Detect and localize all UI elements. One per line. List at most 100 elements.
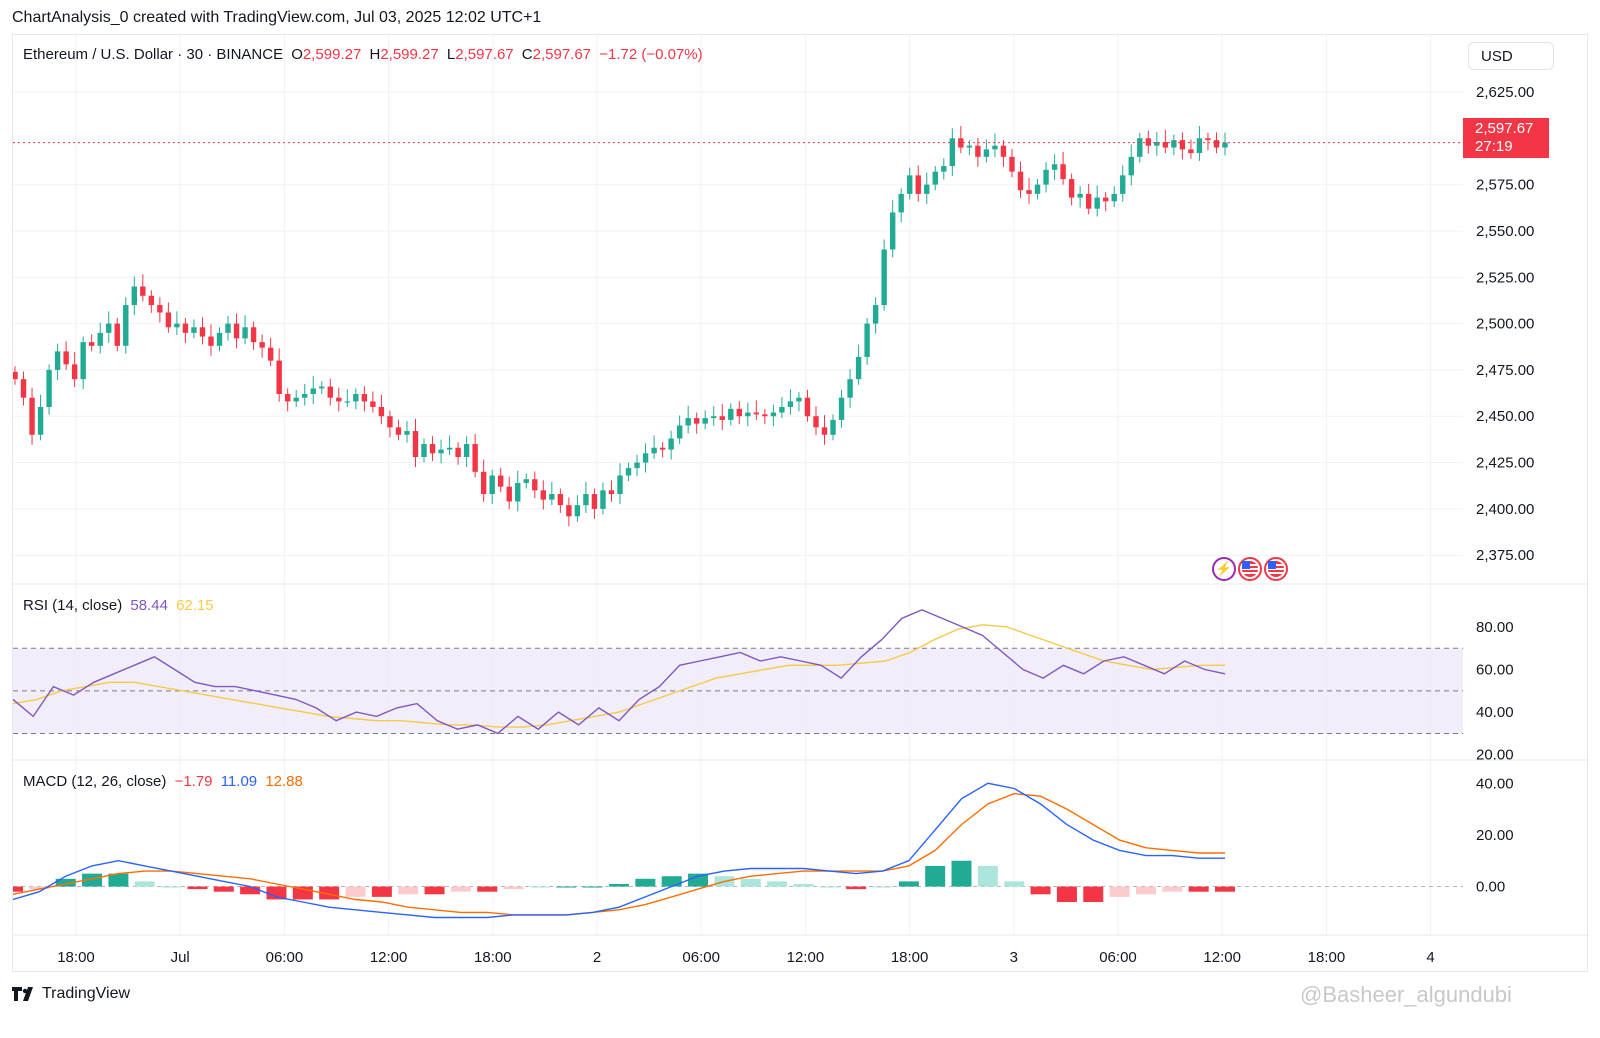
candle-body[interactable] [480, 471, 487, 495]
candle-body[interactable] [395, 427, 402, 435]
candle-body[interactable] [114, 323, 120, 346]
candle-body[interactable] [566, 505, 572, 517]
candle-body[interactable] [216, 332, 223, 346]
candle-body[interactable] [1034, 184, 1041, 194]
candle-body[interactable] [523, 479, 529, 483]
chart-canvas[interactable]: 18:00 Jul 06:00 12:00 18:00 2 06:00 12:00 18:00 3… [13, 35, 1589, 973]
candle-body[interactable] [80, 342, 86, 380]
candle-body[interactable] [941, 166, 947, 172]
us-flag-event-icon[interactable] [1238, 557, 1262, 581]
candle-body[interactable] [250, 327, 257, 343]
candle-body[interactable] [242, 327, 248, 339]
candle-body[interactable] [29, 397, 35, 435]
currency-button[interactable]: USD [1468, 42, 1554, 70]
candle-body[interactable] [1188, 149, 1194, 154]
candle-body[interactable] [693, 418, 700, 424]
candle-body[interactable] [617, 475, 623, 495]
candle-body[interactable] [1171, 140, 1177, 148]
candle-body[interactable] [1068, 179, 1075, 198]
candle-body[interactable] [1128, 156, 1134, 176]
candle-body[interactable] [907, 175, 913, 194]
candle-body[interactable] [1205, 138, 1211, 141]
candle-body[interactable] [1043, 169, 1049, 185]
candle-body[interactable] [932, 171, 938, 185]
candle-body[interactable] [1137, 138, 1143, 157]
lightning-event-icon[interactable]: ⚡ [1212, 557, 1236, 581]
candle-body[interactable] [958, 138, 964, 148]
candle-body[interactable] [259, 342, 265, 348]
candle-body[interactable] [872, 305, 879, 324]
candle-body[interactable] [1000, 145, 1007, 157]
candle-body[interactable] [557, 494, 564, 506]
candle-body[interactable] [233, 323, 240, 339]
candle-body[interactable] [992, 145, 998, 150]
candle-body[interactable] [1120, 175, 1126, 194]
candle-body[interactable] [983, 149, 990, 157]
candle-body[interactable] [847, 379, 853, 398]
candle-body[interactable] [1009, 156, 1015, 172]
candle-body[interactable] [191, 327, 197, 333]
candle-body[interactable] [1051, 164, 1058, 170]
candle-body[interactable] [676, 425, 683, 439]
candle-body[interactable] [123, 305, 129, 346]
candle-body[interactable] [924, 184, 930, 194]
candle-body[interactable] [63, 351, 69, 365]
candle-body[interactable] [1085, 193, 1092, 209]
candle-body[interactable] [208, 336, 214, 346]
candle-body[interactable] [745, 412, 751, 417]
candle-body[interactable] [515, 482, 521, 502]
candle-body[interactable] [1077, 193, 1083, 198]
candle-body[interactable] [97, 332, 103, 346]
candle-body[interactable] [787, 401, 794, 407]
symbol-name[interactable]: Ethereum / U.S. Dollar · 30 · BINANCE [23, 46, 284, 63]
candle-body[interactable] [157, 305, 163, 313]
candle-body[interactable] [838, 397, 845, 420]
candle-body[interactable] [336, 397, 342, 402]
candle-body[interactable] [276, 360, 282, 394]
candle-body[interactable] [625, 468, 632, 476]
candle-body[interactable] [378, 406, 385, 417]
candle-body[interactable] [1162, 142, 1169, 148]
candle-body[interactable] [463, 444, 470, 457]
candle-body[interactable] [1196, 138, 1203, 154]
candle-body[interactable] [310, 388, 316, 394]
candle-body[interactable] [13, 371, 18, 380]
candle-body[interactable] [165, 312, 172, 328]
candle-body[interactable] [429, 444, 436, 454]
candle-body[interactable] [532, 479, 538, 491]
candle-body[interactable] [1060, 164, 1066, 180]
candle-body[interactable] [446, 447, 453, 450]
candle-body[interactable] [327, 386, 333, 398]
candle-body[interactable] [668, 438, 674, 450]
candle-body[interactable] [71, 364, 78, 380]
candle-body[interactable] [267, 347, 274, 361]
rsi-label[interactable]: RSI (14, close) [23, 597, 123, 614]
candle-body[interactable] [472, 444, 478, 472]
candle-body[interactable] [855, 356, 862, 380]
candle-body[interactable] [651, 447, 657, 454]
candle-body[interactable] [302, 394, 308, 398]
candle-body[interactable] [574, 505, 581, 517]
candle-body[interactable] [685, 418, 691, 426]
candle-body[interactable] [583, 494, 589, 506]
candle-body[interactable] [353, 394, 359, 402]
candle-body[interactable] [1026, 190, 1032, 194]
candle-body[interactable] [753, 412, 760, 415]
candle-body[interactable] [319, 386, 325, 389]
candle-body[interactable] [370, 401, 376, 407]
us-flag-event-icon-2[interactable] [1264, 557, 1288, 581]
candle-body[interactable] [131, 286, 137, 306]
candle-body[interactable] [1094, 197, 1100, 209]
candle-body[interactable] [540, 490, 547, 500]
candle-body[interactable] [174, 323, 180, 328]
candle-body[interactable] [804, 397, 811, 417]
candle-body[interactable] [591, 494, 598, 509]
candle-body[interactable] [199, 327, 206, 337]
candle-body[interactable] [293, 397, 299, 402]
candle-body[interactable] [642, 453, 649, 463]
candle-body[interactable] [659, 447, 666, 450]
candle-body[interactable] [711, 416, 717, 419]
candle-body[interactable] [404, 431, 410, 435]
candle-body[interactable] [634, 462, 640, 469]
candle-body[interactable] [608, 490, 615, 495]
